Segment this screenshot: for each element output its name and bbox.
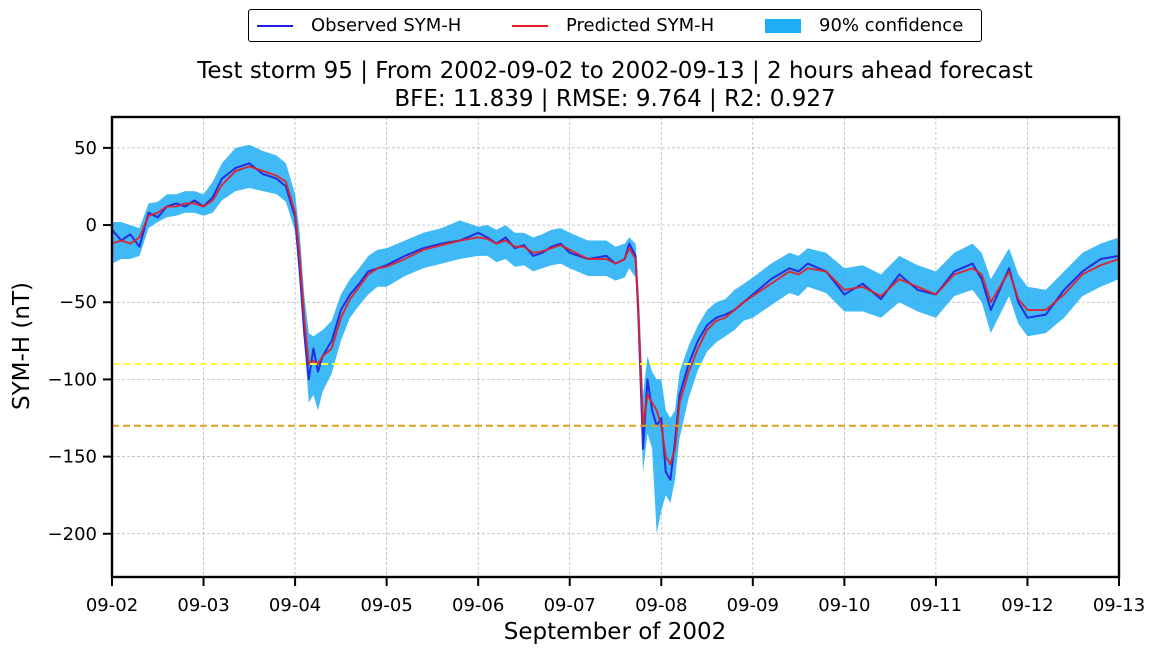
x-tick-label: 09-08 bbox=[635, 595, 687, 616]
x-tick-label: 09-04 bbox=[269, 595, 321, 616]
y-axis-ticks: 50 0 −50 −100 −150 −200 bbox=[48, 138, 112, 545]
x-tick-label: 09-13 bbox=[1093, 595, 1145, 616]
y-axis-label: SYM-H (nT) bbox=[9, 282, 35, 410]
x-tick-label: 09-12 bbox=[1001, 595, 1053, 616]
legend-observed-swatch bbox=[257, 25, 293, 27]
predicted-line bbox=[111, 165, 1120, 466]
legend-predicted-label: Predicted SYM-H bbox=[566, 15, 715, 36]
x-tick-label: 09-03 bbox=[177, 595, 229, 616]
x-tick-label: 09-10 bbox=[818, 595, 870, 616]
observed-line bbox=[111, 162, 1120, 481]
chart-title: Test storm 95 | From 2002-09-02 to 2002-… bbox=[197, 58, 1033, 84]
x-tick-label: 09-02 bbox=[86, 595, 138, 616]
threshold-lines bbox=[112, 362, 1119, 427]
x-tick-label: 09-06 bbox=[452, 595, 504, 616]
x-tick-label: 09-05 bbox=[360, 595, 412, 616]
y-tick-label: 0 bbox=[86, 215, 97, 236]
x-tick-label: 09-07 bbox=[544, 595, 596, 616]
y-tick-label: 50 bbox=[74, 138, 97, 159]
confidence-band bbox=[112, 144, 1119, 534]
legend: Observed SYM-H Predicted SYM-H 90% confi… bbox=[248, 9, 982, 42]
y-tick-label: −100 bbox=[48, 369, 97, 390]
confidence-band-group bbox=[112, 144, 1119, 534]
legend-confidence-swatch bbox=[765, 19, 801, 33]
x-tick-label: 09-11 bbox=[910, 595, 962, 616]
y-tick-label: −50 bbox=[59, 292, 97, 313]
legend-confidence-label: 90% confidence bbox=[819, 15, 964, 36]
series-lines-group bbox=[111, 162, 1120, 481]
legend-predicted-swatch bbox=[512, 25, 548, 27]
legend-observed-label: Observed SYM-H bbox=[311, 15, 462, 36]
chart-subtitle: BFE: 11.839 | RMSE: 9.764 | R2: 0.927 bbox=[394, 86, 836, 112]
grid-lines bbox=[111, 117, 1120, 577]
x-axis-ticks: 09-02 09-03 09-04 09-05 09-06 09-07 09-08 09-09… bbox=[86, 577, 1145, 616]
y-tick-label: −150 bbox=[48, 447, 97, 468]
x-axis-label: September of 2002 bbox=[503, 619, 727, 645]
y-tick-label: −200 bbox=[48, 524, 97, 545]
x-tick-label: 09-09 bbox=[727, 595, 779, 616]
plot-frame bbox=[110, 115, 1121, 579]
